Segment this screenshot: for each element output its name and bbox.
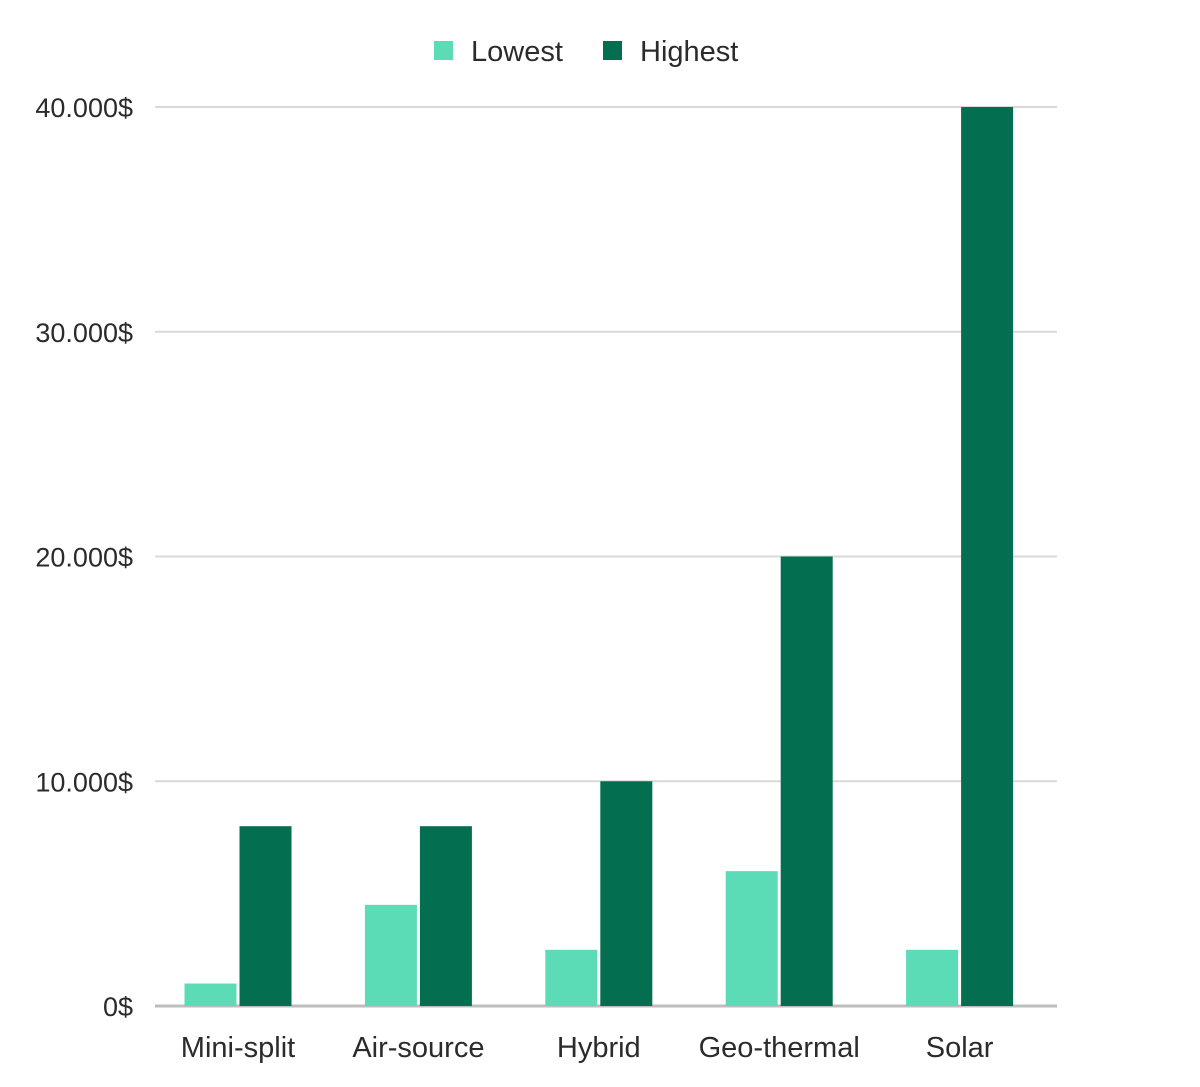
bar-highest-mini-split (239, 826, 292, 1006)
legend-label-lowest: Lowest (471, 36, 563, 68)
bar-highest-geo-thermal (780, 556, 833, 1006)
x-category-label: Solar (926, 1032, 994, 1064)
legend: Lowest Highest (434, 36, 738, 68)
legend-label-highest: Highest (640, 36, 738, 68)
legend-swatch-highest (603, 41, 622, 60)
y-axis-ticks: 0$ 10.000$ 20.000$ 30.000$ 40.000$ (35, 93, 133, 1022)
bar-lowest-geo-thermal (725, 871, 778, 1006)
bar-highest-hybrid (600, 781, 653, 1006)
bar-lowest-mini-split (184, 983, 237, 1006)
y-tick-label: 30.000$ (35, 318, 133, 348)
x-axis-labels: Mini-split Air-source Hybrid Geo-thermal Sol… (181, 1032, 994, 1064)
y-tick-label: 0$ (103, 992, 133, 1022)
x-category-label: Mini-split (181, 1032, 295, 1064)
x-category-label: Air-source (352, 1032, 484, 1064)
bar-lowest-solar (906, 949, 959, 1006)
bar-highest-air-source (419, 826, 472, 1006)
bar-lowest-hybrid (545, 949, 598, 1006)
bar-lowest-air-source (364, 904, 417, 1006)
bar-highest-solar (961, 107, 1014, 1006)
y-tick-label: 20.000$ (35, 543, 133, 573)
x-category-label: Geo-thermal (699, 1032, 860, 1064)
y-tick-label: 10.000$ (35, 767, 133, 797)
y-tick-label: 40.000$ (35, 93, 133, 123)
x-category-label: Hybrid (557, 1032, 641, 1064)
legend-swatch-lowest (434, 41, 453, 60)
bars (184, 107, 1014, 1006)
